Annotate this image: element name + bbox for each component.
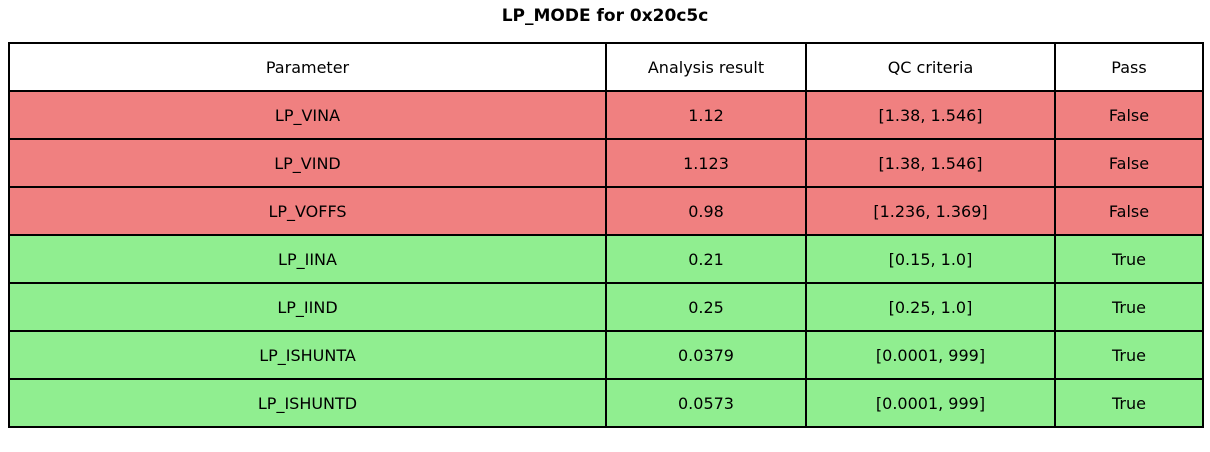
- parameter-cell: LP_VINA: [8, 90, 607, 140]
- pass-cell: False: [1054, 186, 1204, 236]
- table-header-row: Parameter Analysis result QC criteria Pa…: [8, 42, 1204, 92]
- qc-results-table: Parameter Analysis result QC criteria Pa…: [8, 42, 1204, 428]
- pass-cell: True: [1054, 282, 1204, 332]
- parameter-cell: LP_IINA: [8, 234, 607, 284]
- page-title: LP_MODE for 0x20c5c: [501, 6, 709, 26]
- pass-cell: True: [1054, 330, 1204, 380]
- table-row: LP_VIND 1.123 [1.38, 1.546] False: [8, 138, 1204, 188]
- analysis-result-cell: 0.21: [605, 234, 807, 284]
- analysis-result-cell: 0.0379: [605, 330, 807, 380]
- table-row: LP_IIND 0.25 [0.25, 1.0] True: [8, 282, 1204, 332]
- qc-criteria-cell: [1.38, 1.546]: [805, 138, 1056, 188]
- parameter-cell: LP_VOFFS: [8, 186, 607, 236]
- qc-criteria-cell: [0.15, 1.0]: [805, 234, 1056, 284]
- column-header-pass: Pass: [1054, 42, 1204, 92]
- table-row: LP_VINA 1.12 [1.38, 1.546] False: [8, 90, 1204, 140]
- analysis-result-cell: 1.12: [605, 90, 807, 140]
- parameter-cell: LP_ISHUNTD: [8, 378, 607, 428]
- qc-criteria-cell: [1.38, 1.546]: [805, 90, 1056, 140]
- table-row: LP_IINA 0.21 [0.15, 1.0] True: [8, 234, 1204, 284]
- analysis-result-cell: 0.98: [605, 186, 807, 236]
- parameter-cell: LP_ISHUNTA: [8, 330, 607, 380]
- column-header-qc-criteria: QC criteria: [805, 42, 1056, 92]
- table-row: LP_ISHUNTA 0.0379 [0.0001, 999] True: [8, 330, 1204, 380]
- analysis-result-cell: 0.25: [605, 282, 807, 332]
- table-row: LP_VOFFS 0.98 [1.236, 1.369] False: [8, 186, 1204, 236]
- parameter-cell: LP_IIND: [8, 282, 607, 332]
- qc-criteria-cell: [0.0001, 999]: [805, 378, 1056, 428]
- qc-criteria-cell: [0.0001, 999]: [805, 330, 1056, 380]
- column-header-parameter: Parameter: [8, 42, 607, 92]
- pass-cell: True: [1054, 234, 1204, 284]
- column-header-analysis-result: Analysis result: [605, 42, 807, 92]
- analysis-result-cell: 1.123: [605, 138, 807, 188]
- pass-cell: True: [1054, 378, 1204, 428]
- pass-cell: False: [1054, 90, 1204, 140]
- analysis-result-cell: 0.0573: [605, 378, 807, 428]
- table-row: LP_ISHUNTD 0.0573 [0.0001, 999] True: [8, 378, 1204, 428]
- pass-cell: False: [1054, 138, 1204, 188]
- qc-criteria-cell: [1.236, 1.369]: [805, 186, 1056, 236]
- qc-criteria-cell: [0.25, 1.0]: [805, 282, 1056, 332]
- parameter-cell: LP_VIND: [8, 138, 607, 188]
